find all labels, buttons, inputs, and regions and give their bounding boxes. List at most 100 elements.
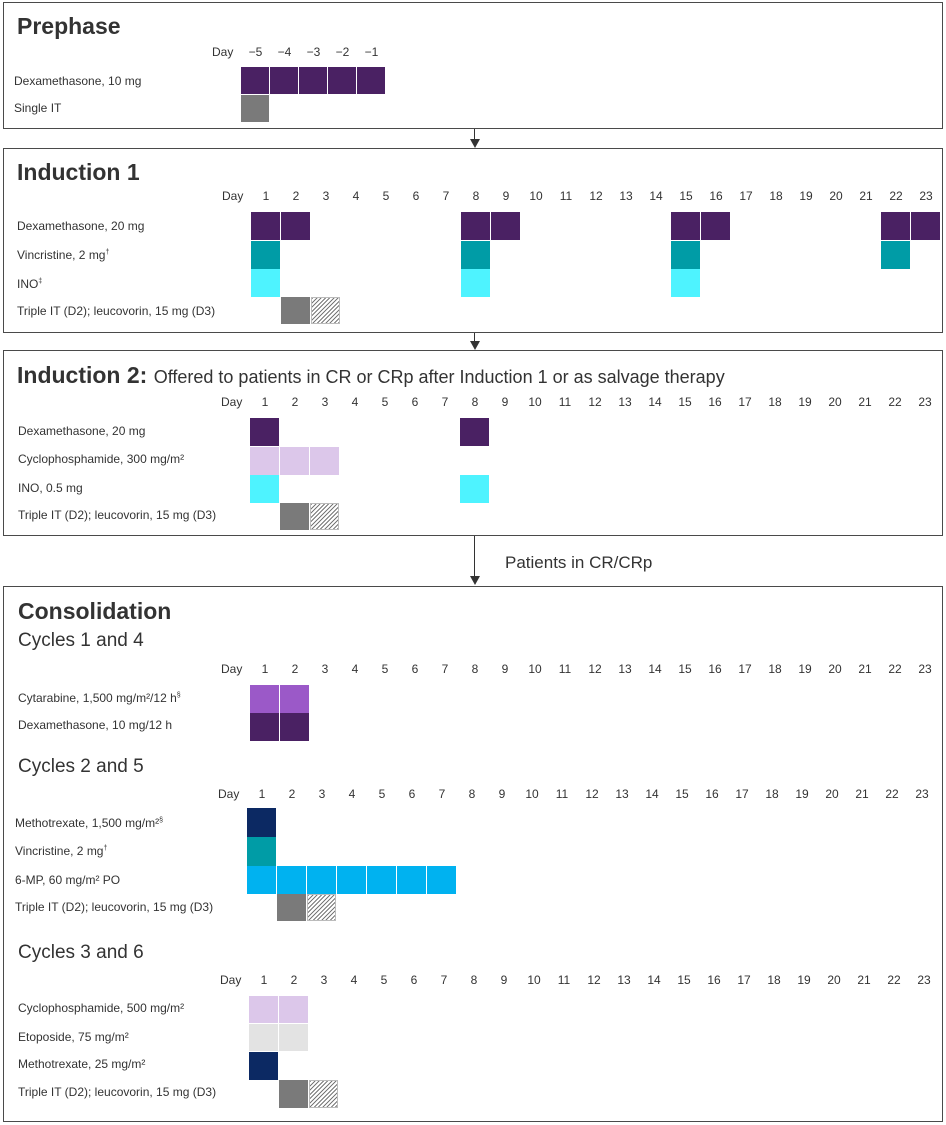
day-header-number: 10 bbox=[528, 395, 542, 409]
cycles-3-6-title: Cycles 3 and 6 bbox=[18, 942, 144, 963]
triple-it-dose-cell bbox=[277, 894, 306, 921]
methotrexate-dose-cell bbox=[247, 808, 276, 837]
row-label-text: Single IT bbox=[14, 101, 62, 115]
day-header-number: 12 bbox=[585, 787, 599, 801]
methotrexate-dose-cell bbox=[249, 1052, 278, 1080]
day-header-number: 14 bbox=[647, 973, 661, 987]
dexamethasone-dose-cell bbox=[281, 212, 310, 240]
day-header-number: 20 bbox=[825, 787, 839, 801]
day-header-number: 7 bbox=[442, 189, 450, 203]
mp-dose-cell bbox=[277, 866, 306, 894]
day-header-number: 12 bbox=[588, 395, 602, 409]
vincristine-dose-cell bbox=[881, 241, 910, 269]
row-label-text: Vincristine, 2 mg bbox=[17, 248, 106, 262]
day-header-number: 12 bbox=[589, 189, 603, 203]
day-header-number: 6 bbox=[408, 787, 416, 801]
vincristine-dose-cell bbox=[671, 241, 700, 269]
day-header-number: 13 bbox=[619, 189, 633, 203]
day-header-number: 16 bbox=[707, 973, 721, 987]
day-header-number: 8 bbox=[471, 395, 479, 409]
cycles-1-4-row-label: Dexamethasone, 10 mg/12 h bbox=[18, 718, 172, 732]
cyclophosphamide-dose-cell bbox=[310, 447, 339, 475]
dexamethasone-dose-cell bbox=[250, 418, 279, 446]
day-header-number: 13 bbox=[618, 662, 632, 676]
day-header-number: 19 bbox=[795, 787, 809, 801]
row-label-text: Cyclophosphamide, 300 mg/m² bbox=[18, 452, 185, 466]
day-header-number: 2 bbox=[291, 395, 299, 409]
day-header-number: 18 bbox=[768, 395, 782, 409]
cyclophosphamide-dose-cell bbox=[249, 996, 278, 1023]
day-header-number: 2 bbox=[288, 787, 296, 801]
dexamethasone-dose-cell bbox=[280, 713, 309, 741]
single-it-dose-cell bbox=[241, 95, 269, 122]
ino-dose-cell bbox=[671, 269, 700, 297]
day-header-number: 5 bbox=[382, 189, 390, 203]
prephase-panel: Prephase Dexamethasone, 10 mg Single IT bbox=[3, 2, 943, 129]
row-label-text: INO, 0.5 mg bbox=[18, 481, 83, 495]
flow-arrow-line bbox=[474, 536, 475, 576]
induction1-panel: Induction 1 Dexamethasone, 20 mg Vincris… bbox=[3, 148, 943, 333]
ino-dose-cell bbox=[461, 269, 490, 297]
day-header-number: 2 bbox=[290, 973, 298, 987]
row-label-text: Triple IT (D2); leucovorin, 15 mg (D3) bbox=[17, 304, 216, 318]
cyclophosphamide-dose-cell bbox=[280, 447, 309, 475]
day-header-number: 22 bbox=[885, 787, 899, 801]
day-header-number: 17 bbox=[738, 662, 752, 676]
row-label-text: 6-MP, 60 mg/m² PO bbox=[15, 873, 121, 887]
induction2-subtitle: Offered to patients in CR or CRp after I… bbox=[153, 367, 725, 387]
induction2-row-label: Cyclophosphamide, 300 mg/m² bbox=[18, 452, 184, 466]
day-header-number: 21 bbox=[859, 189, 873, 203]
mp-dose-cell bbox=[427, 866, 456, 894]
row-label-text: Etoposide, 75 mg/m² bbox=[18, 1030, 129, 1044]
dexamethasone-dose-cell bbox=[250, 713, 279, 741]
flow-arrow-line bbox=[474, 333, 475, 342]
day-header-number: 1 bbox=[262, 189, 270, 203]
arrow-note: Patients in CR/CRp bbox=[505, 553, 653, 572]
day-header-number: 3 bbox=[321, 395, 329, 409]
triple-it-dose-cell bbox=[280, 503, 309, 530]
day-header-number: 1 bbox=[258, 787, 266, 801]
day-header-number: 9 bbox=[501, 662, 509, 676]
day-header-number: 1 bbox=[260, 973, 268, 987]
vincristine-dose-cell bbox=[251, 241, 280, 269]
row-label-sup: ‡ bbox=[38, 278, 43, 285]
cyclophosphamide-dose-cell bbox=[279, 996, 308, 1023]
day-header-number: 5 bbox=[381, 662, 389, 676]
cycles-2-5-title: Cycles 2 and 5 bbox=[18, 756, 144, 777]
cyclophosphamide-dose-cell bbox=[250, 447, 279, 475]
prephase-row-label: Dexamethasone, 10 mg bbox=[14, 74, 141, 88]
day-header-number: −2 bbox=[335, 45, 350, 59]
dexamethasone-dose-cell bbox=[357, 67, 385, 94]
day-header-number: 7 bbox=[440, 973, 448, 987]
day-header-number: 19 bbox=[798, 395, 812, 409]
day-header-number: 15 bbox=[679, 189, 693, 203]
row-label-sup: † bbox=[103, 845, 108, 852]
day-header-number: 7 bbox=[441, 662, 449, 676]
day-header-number: 10 bbox=[529, 189, 543, 203]
day-header-number: 2 bbox=[292, 189, 300, 203]
day-header-number: 15 bbox=[678, 395, 692, 409]
ino-dose-cell bbox=[250, 475, 279, 503]
day-header-number: 22 bbox=[889, 189, 903, 203]
flow-arrow-head bbox=[469, 576, 480, 585]
cycles-2-5-row-label: Triple IT (D2); leucovorin, 15 mg (D3) bbox=[15, 900, 213, 914]
day-header-number: 20 bbox=[828, 395, 842, 409]
day-header-number: 6 bbox=[411, 662, 419, 676]
day-header-number: 18 bbox=[768, 662, 782, 676]
vincristine-dose-cell bbox=[247, 837, 276, 866]
ino-dose-cell bbox=[251, 269, 280, 297]
dexamethasone-dose-cell bbox=[328, 67, 356, 94]
cytarabine-dose-cell bbox=[250, 685, 279, 713]
day-header-number: 15 bbox=[677, 973, 691, 987]
day-header-number: 11 bbox=[558, 662, 572, 676]
cycles-1-4-row-label: Cytarabine, 1,500 mg/m²/12 h§ bbox=[18, 691, 181, 705]
day-header-number: 13 bbox=[615, 787, 629, 801]
dexamethasone-dose-cell bbox=[911, 212, 940, 240]
day-header-number: 21 bbox=[857, 973, 871, 987]
day-header-number: 10 bbox=[525, 787, 539, 801]
day-header-number: 22 bbox=[887, 973, 901, 987]
day-header-number: 4 bbox=[351, 395, 359, 409]
day-header-number: 18 bbox=[767, 973, 781, 987]
vincristine-dose-cell bbox=[461, 241, 490, 269]
day-header-number: 3 bbox=[318, 787, 326, 801]
